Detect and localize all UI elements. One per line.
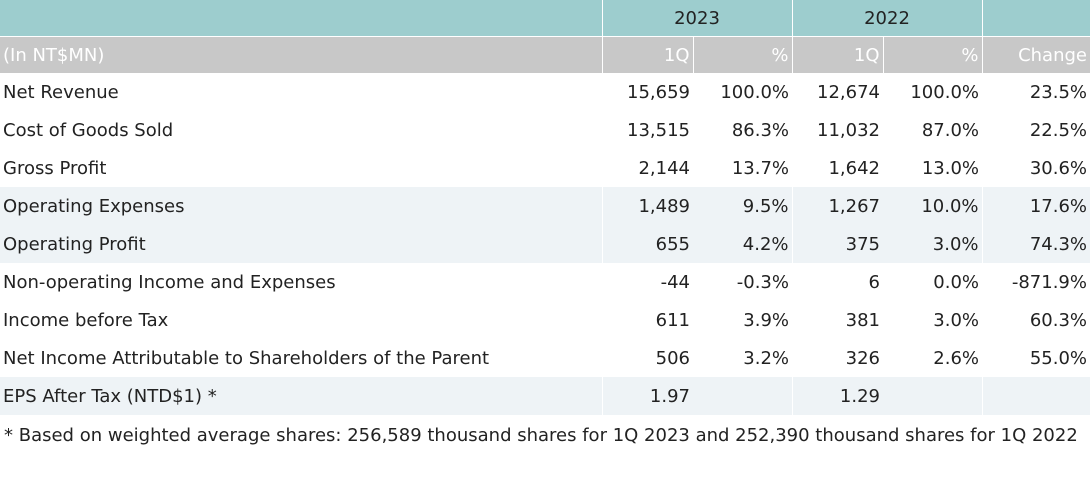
cell-pct-2022: 87.0% (921, 119, 979, 141)
cell-pct-2023: 100.0% (720, 81, 789, 103)
cell-1q-2023: 1.97 (602, 377, 693, 415)
cell-pct-2023: 13.7% (731, 157, 789, 179)
cell-1q-2023: 1,489 (602, 187, 693, 225)
table-row: Non-operating Income and Expenses -44 -0… (0, 263, 1090, 301)
year-header-row: 2023 2022 (0, 0, 1090, 37)
unit-label: (In NT$MN) (0, 36, 603, 73)
cell-change: 60.3% (1029, 309, 1087, 331)
cell-1q-2023: -44 (660, 271, 690, 293)
cell-change (982, 377, 1090, 415)
cell-pct-2022: 3.0% (883, 225, 983, 263)
table-row: EPS After Tax (NTD$1) * 1.97 1.29 (0, 377, 1090, 415)
table-row: Income before Tax 611 3.9% 381 3.0% 60.3… (0, 301, 1090, 339)
cell-change: 74.3% (982, 225, 1090, 263)
cell-pct-2023: 4.2% (693, 225, 793, 263)
row-label: Gross Profit (3, 157, 107, 179)
row-label: Operating Expenses (0, 187, 603, 225)
cell-1q-2022: 1.29 (792, 377, 883, 415)
cell-pct-2023: 9.5% (693, 187, 793, 225)
cell-1q-2022: 326 (845, 347, 880, 369)
cell-1q-2023: 506 (655, 347, 690, 369)
footnote: * Based on weighted average shares: 256,… (4, 425, 1078, 446)
col-1q-2023: 1Q (602, 36, 694, 73)
cell-pct-2023 (693, 377, 793, 415)
row-label: EPS After Tax (NTD$1) * (0, 377, 603, 415)
col-change: Change (982, 36, 1090, 73)
cell-1q-2023: 611 (655, 309, 690, 331)
cell-pct-2022: 10.0% (883, 187, 983, 225)
cell-1q-2022: 11,032 (817, 119, 880, 141)
col-pct-2022: % (883, 36, 983, 73)
cell-pct-2023: -0.3% (736, 271, 789, 293)
cell-change: 55.0% (1029, 347, 1087, 369)
col-1q-2022: 1Q (792, 36, 884, 73)
cell-pct-2022 (883, 377, 983, 415)
cell-1q-2022: 1,267 (792, 187, 883, 225)
cell-change: 17.6% (982, 187, 1090, 225)
table-row: Cost of Goods Sold 13,515 86.3% 11,032 8… (0, 111, 1090, 149)
row-label: Operating Profit (0, 225, 603, 263)
cell-1q-2022: 6 (868, 271, 880, 293)
table-row: Net Revenue 15,659 100.0% 12,674 100.0% … (0, 73, 1090, 111)
cell-1q-2023: 15,659 (627, 81, 690, 103)
cell-1q-2022: 381 (845, 309, 880, 331)
table-row: Operating Expenses 1,489 9.5% 1,267 10.0… (0, 187, 1090, 225)
cell-1q-2023: 2,144 (638, 157, 690, 179)
income-statement-table: 2023 2022 (In NT$MN) 1Q % 1Q % Change Ne… (0, 0, 1090, 415)
cell-change: 22.5% (1029, 119, 1087, 141)
cell-1q-2022: 1,642 (828, 157, 880, 179)
col-pct-2023: % (693, 36, 793, 73)
cell-pct-2022: 3.0% (933, 309, 979, 331)
header-blank-change-cell (982, 0, 1090, 37)
cell-pct-2022: 13.0% (921, 157, 979, 179)
row-label: Income before Tax (3, 309, 169, 331)
cell-pct-2023: 3.9% (743, 309, 789, 331)
row-label: Net Income Attributable to Shareholders … (3, 347, 490, 369)
cell-pct-2023: 3.2% (743, 347, 789, 369)
table-row: Operating Profit 655 4.2% 375 3.0% 74.3% (0, 225, 1090, 263)
cell-change: 23.5% (1029, 81, 1087, 103)
cell-1q-2022: 12,674 (817, 81, 880, 103)
cell-pct-2022: 0.0% (933, 271, 979, 293)
column-header-row: (In NT$MN) 1Q % 1Q % Change (0, 36, 1090, 73)
year-2023-header: 2023 (602, 0, 793, 37)
table-row: Gross Profit 2,144 13.7% 1,642 13.0% 30.… (0, 149, 1090, 187)
row-label: Non-operating Income and Expenses (3, 271, 336, 293)
cell-change: -871.9% (1011, 271, 1087, 293)
table-row: Net Income Attributable to Shareholders … (0, 339, 1090, 377)
cell-1q-2023: 655 (602, 225, 693, 263)
header-blank-cell (0, 0, 603, 37)
year-2022-header: 2022 (792, 0, 983, 37)
cell-1q-2022: 375 (792, 225, 883, 263)
row-label: Cost of Goods Sold (3, 119, 174, 141)
row-label: Net Revenue (3, 81, 119, 103)
cell-pct-2023: 86.3% (731, 119, 789, 141)
cell-1q-2023: 13,515 (627, 119, 690, 141)
cell-change: 30.6% (1029, 157, 1087, 179)
cell-pct-2022: 2.6% (933, 347, 979, 369)
cell-pct-2022: 100.0% (910, 81, 979, 103)
